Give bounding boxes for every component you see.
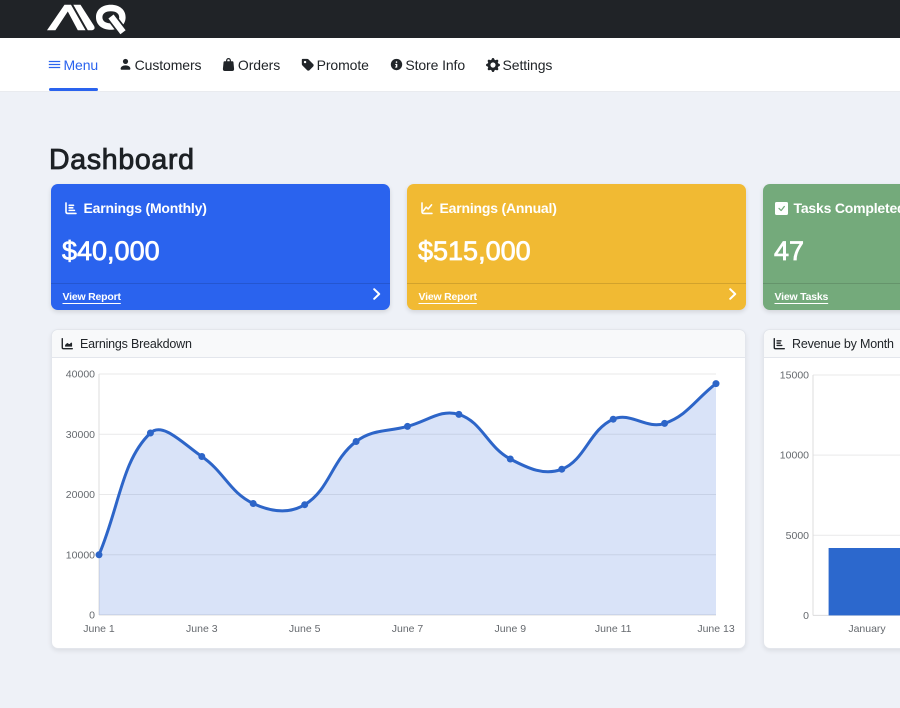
svg-text:June 13: June 13 bbox=[697, 623, 735, 635]
svg-text:0: 0 bbox=[803, 609, 809, 621]
svg-text:30000: 30000 bbox=[66, 428, 95, 440]
svg-text:January: January bbox=[848, 623, 886, 635]
svg-text:June 5: June 5 bbox=[289, 623, 321, 635]
svg-text:June 9: June 9 bbox=[495, 623, 527, 635]
svg-text:20000: 20000 bbox=[66, 489, 95, 501]
svg-text:15000: 15000 bbox=[780, 369, 809, 381]
svg-text:June 3: June 3 bbox=[186, 623, 218, 635]
svg-text:40000: 40000 bbox=[66, 368, 95, 380]
svg-text:10000: 10000 bbox=[780, 449, 809, 461]
svg-text:June 7: June 7 bbox=[392, 623, 424, 635]
svg-text:10000: 10000 bbox=[66, 549, 95, 561]
svg-text:June 1: June 1 bbox=[83, 623, 115, 635]
svg-text:0: 0 bbox=[89, 609, 95, 621]
svg-text:June 11: June 11 bbox=[595, 623, 632, 635]
svg-text:5000: 5000 bbox=[786, 529, 810, 541]
